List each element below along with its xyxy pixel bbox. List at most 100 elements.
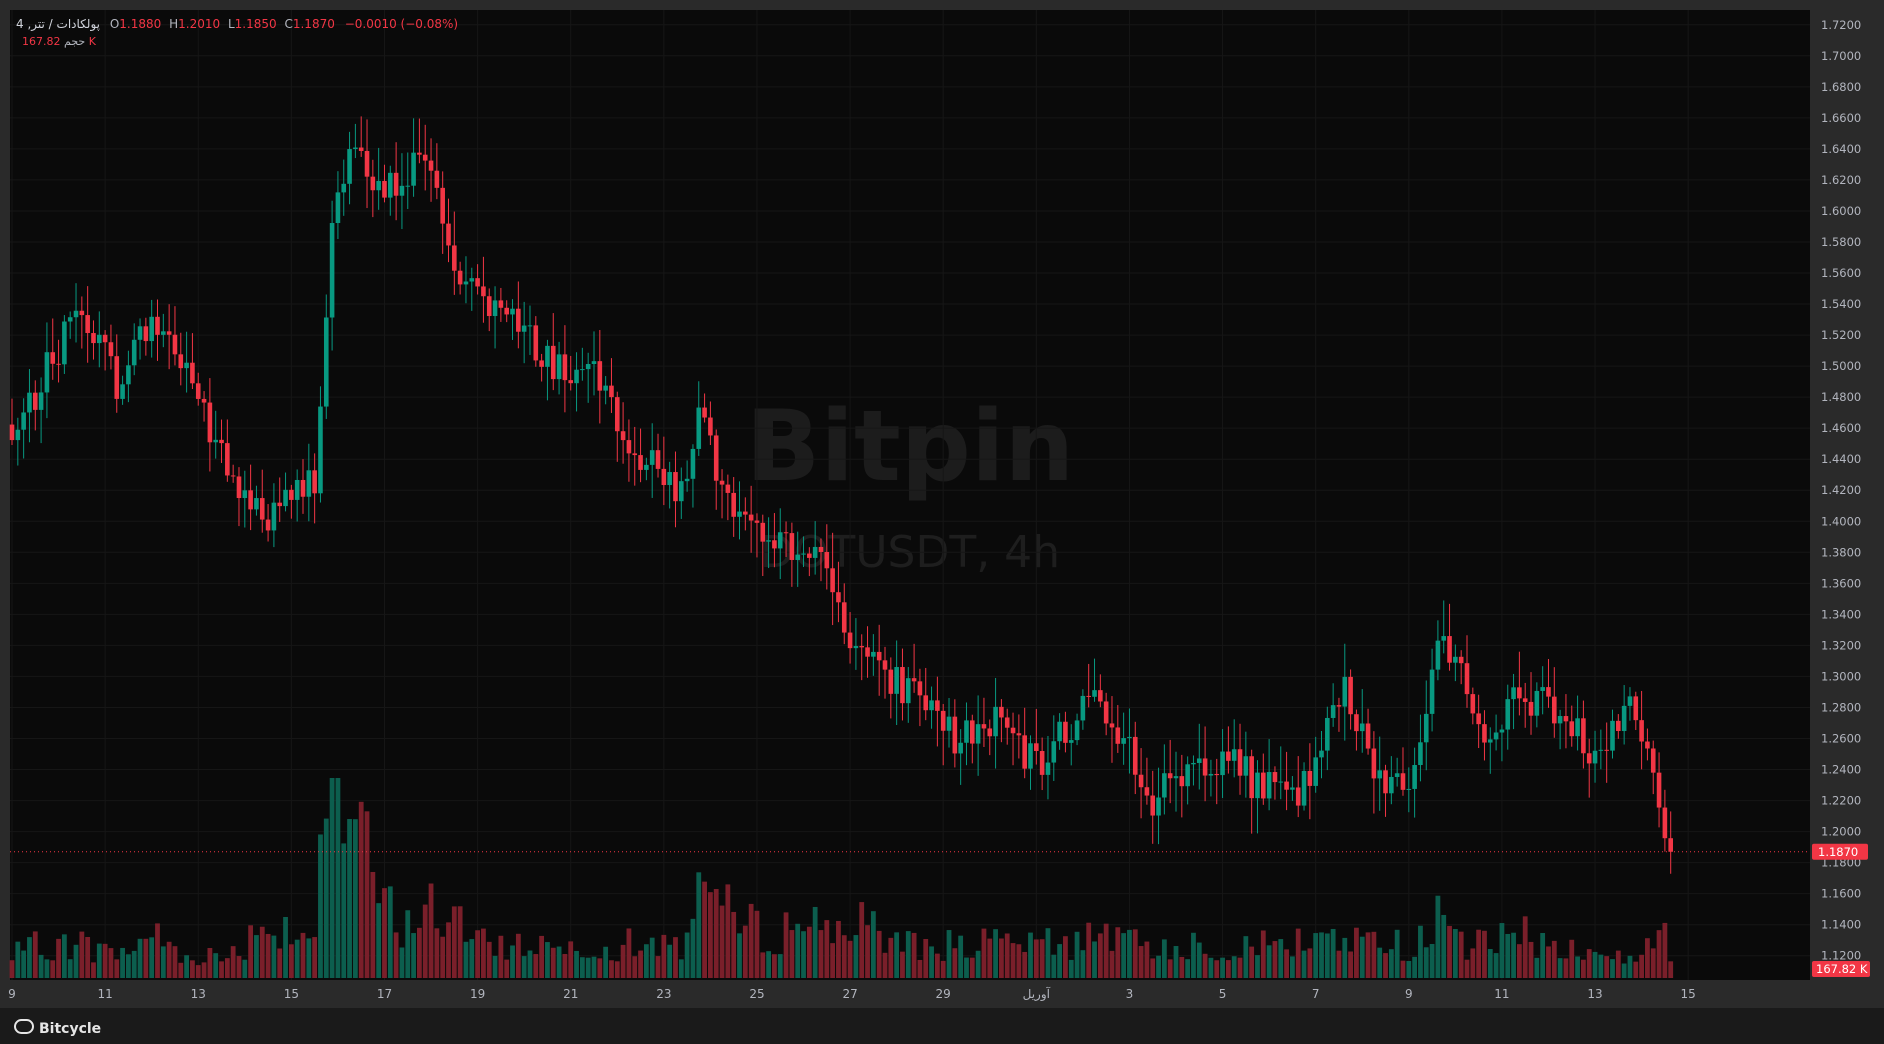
candle-body[interactable] (1191, 762, 1196, 765)
candle-body[interactable] (981, 724, 987, 729)
candle-body[interactable] (1034, 743, 1039, 752)
candle-body[interactable] (1115, 727, 1121, 744)
candle-body[interactable] (312, 470, 317, 494)
candle-body[interactable] (545, 345, 550, 367)
candle-body[interactable] (620, 431, 626, 441)
candle-body[interactable] (452, 245, 457, 271)
candle-body[interactable] (207, 402, 213, 443)
candle-body[interactable] (1266, 772, 1272, 799)
candle-body[interactable] (1138, 774, 1144, 788)
candle-body[interactable] (655, 450, 661, 469)
candle-body[interactable] (114, 356, 120, 399)
candle-body[interactable] (1557, 716, 1563, 724)
candle-body[interactable] (1057, 721, 1062, 742)
candle-body[interactable] (9, 424, 15, 441)
candle-body[interactable] (1598, 749, 1604, 751)
candle-body[interactable] (434, 170, 440, 188)
candle-body[interactable] (894, 667, 899, 694)
candle-body[interactable] (1045, 762, 1051, 775)
candle-body[interactable] (242, 490, 248, 499)
candle-body[interactable] (1645, 741, 1650, 749)
candle-body[interactable] (347, 149, 352, 184)
candle-body[interactable] (1284, 781, 1289, 790)
candle-body[interactable] (585, 364, 591, 370)
candle-body[interactable] (1173, 776, 1179, 779)
candle-body[interactable] (731, 492, 736, 517)
candle-body[interactable] (248, 490, 253, 510)
candle-body[interactable] (1499, 729, 1505, 733)
candle-body[interactable] (1586, 753, 1592, 764)
candle-body[interactable] (486, 296, 492, 317)
candle-body[interactable] (580, 369, 585, 371)
candle-body[interactable] (1505, 699, 1511, 730)
candle-body[interactable] (283, 489, 288, 507)
candle-body[interactable] (1569, 721, 1575, 737)
candle-body[interactable] (1162, 773, 1167, 798)
candle-body[interactable] (161, 331, 166, 335)
candle-body[interactable] (836, 592, 841, 603)
candle-body[interactable] (1098, 690, 1103, 702)
candle-body[interactable] (1086, 695, 1091, 697)
candle-body[interactable] (201, 398, 207, 403)
candle-body[interactable] (1517, 687, 1522, 699)
candle-body[interactable] (1563, 716, 1569, 722)
candle-body[interactable] (382, 180, 387, 198)
candle-body[interactable] (131, 339, 137, 366)
candle-body[interactable] (149, 316, 154, 342)
candle-body[interactable] (935, 700, 940, 711)
candle-body[interactable] (1325, 717, 1330, 751)
candle-body[interactable] (679, 481, 684, 502)
candle-body[interactable] (807, 553, 812, 558)
candle-body[interactable] (783, 532, 789, 534)
candle-body[interactable] (335, 192, 341, 224)
candle-body[interactable] (1004, 717, 1010, 728)
candle-body[interactable] (1528, 701, 1534, 716)
candle-body[interactable] (888, 669, 894, 694)
candle-body[interactable] (1132, 736, 1138, 775)
candle-body[interactable] (1540, 687, 1545, 691)
candle-body[interactable] (172, 334, 178, 355)
candle-body[interactable] (1092, 690, 1097, 697)
candle-body[interactable] (1406, 788, 1412, 790)
candle-body[interactable] (1150, 795, 1156, 816)
candle-body[interactable] (1435, 640, 1441, 670)
candle-body[interactable] (97, 334, 102, 344)
candle-body[interactable] (213, 439, 218, 443)
candle-body[interactable] (1010, 727, 1016, 734)
candle-body[interactable] (1313, 757, 1318, 786)
candle-body[interactable] (259, 498, 265, 520)
candle-body[interactable] (1662, 807, 1668, 839)
candle-body[interactable] (137, 326, 143, 340)
candle-body[interactable] (737, 511, 742, 517)
candle-body[interactable] (1220, 751, 1225, 776)
candle-body[interactable] (760, 522, 766, 542)
candle-body[interactable] (1441, 636, 1447, 641)
candle-body[interactable] (865, 647, 870, 657)
candle-body[interactable] (1103, 701, 1109, 724)
candle-body[interactable] (1330, 705, 1336, 718)
candle-body[interactable] (661, 468, 667, 486)
candle-body[interactable] (614, 397, 620, 432)
candle-body[interactable] (1493, 732, 1499, 740)
candle-body[interactable] (1028, 743, 1033, 769)
candle-body[interactable] (690, 448, 696, 479)
candle-body[interactable] (748, 514, 754, 521)
candle-body[interactable] (568, 380, 574, 384)
candle-body[interactable] (1552, 696, 1557, 724)
candle-body[interactable] (1668, 838, 1673, 852)
candle-body[interactable] (684, 478, 690, 482)
candle-body[interactable] (73, 310, 79, 318)
candle-body[interactable] (562, 354, 568, 381)
candle-body[interactable] (923, 695, 929, 711)
candle-body[interactable] (1383, 770, 1388, 794)
candle-body[interactable] (1371, 748, 1377, 779)
candle-body[interactable] (1039, 751, 1045, 775)
candle-body[interactable] (178, 354, 184, 369)
candle-body[interactable] (440, 187, 445, 224)
candle-body[interactable] (1377, 770, 1382, 779)
candle-body[interactable] (184, 362, 189, 369)
candle-body[interactable] (1423, 713, 1429, 743)
candle-body[interactable] (91, 333, 96, 344)
candle-body[interactable] (527, 325, 533, 327)
candle-body[interactable] (1470, 694, 1476, 714)
